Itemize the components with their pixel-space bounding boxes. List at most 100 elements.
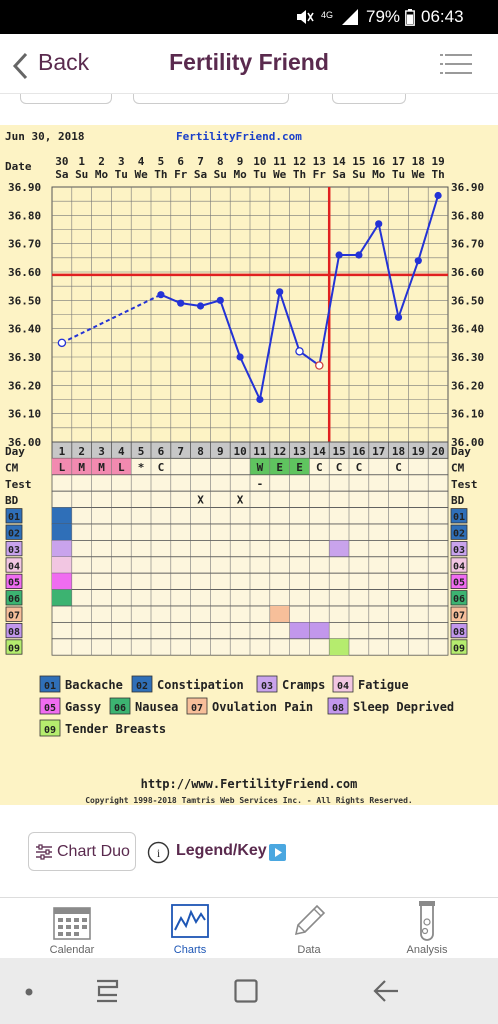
row-label-test-right: Test <box>451 478 478 491</box>
temp-point <box>196 302 205 310</box>
y-tick-label-left: 36.70 <box>8 238 41 251</box>
day-number: 5 <box>138 445 145 458</box>
temp-point <box>394 313 403 321</box>
y-tick-label-left: 36.60 <box>8 266 41 279</box>
day-number: 11 <box>253 445 267 458</box>
row-label-day-right: Day <box>451 445 471 458</box>
home-icon[interactable] <box>234 979 258 1003</box>
legend-label: Sleep Deprived <box>353 700 454 714</box>
weekday-label: Su <box>75 168 88 181</box>
legend-swatch <box>131 675 153 693</box>
weekday-label: Fr <box>313 168 327 181</box>
back-nav-icon[interactable] <box>373 978 399 1004</box>
temp-point <box>157 291 165 299</box>
temp-point <box>355 251 363 259</box>
cm-value: E <box>296 461 303 474</box>
cm-value: C <box>158 461 165 474</box>
bd-value: X <box>237 494 244 507</box>
legend-swatch <box>39 675 61 693</box>
symptom-code-right: 06 <box>453 594 465 605</box>
symptom-code: 06 <box>8 594 20 605</box>
cm-cell-fill <box>52 458 72 475</box>
temp-line-segment <box>61 293 162 344</box>
temp-line-segment <box>239 356 261 400</box>
weekday-label: We <box>412 168 426 181</box>
recent-apps-icon[interactable] <box>93 978 121 1004</box>
day-number: 8 <box>197 445 204 458</box>
day-number: 19 <box>412 445 425 458</box>
symptom-code-badge <box>5 606 23 622</box>
partial-control-right[interactable] <box>332 94 406 104</box>
cm-cell-fill <box>289 458 310 475</box>
symptom-cell <box>52 589 72 606</box>
day-number: 1 <box>59 445 66 458</box>
legend-key-button[interactable]: i Legend/Key <box>147 840 287 864</box>
back-chevron-icon[interactable] <box>11 52 29 80</box>
partial-control-middle[interactable] <box>133 94 289 104</box>
weekday-label: Tu <box>253 168 266 181</box>
sliders-icon <box>36 844 52 860</box>
symptom-code-right: 04 <box>453 561 465 572</box>
nav-calendar[interactable]: Calendar <box>17 898 127 959</box>
nav-analysis[interactable]: Analysis <box>372 898 482 959</box>
chart-duo-button[interactable]: Chart Duo <box>28 832 136 871</box>
temp-point <box>434 191 442 200</box>
nav-charts[interactable]: Charts <box>135 898 245 959</box>
nav-data[interactable]: Data <box>254 898 364 959</box>
day-number: 18 <box>392 445 405 458</box>
weekday-label: Su <box>214 168 227 181</box>
nav-calendar-label: Calendar <box>49 944 95 956</box>
dot-icon[interactable] <box>25 988 33 996</box>
fertility-chart[interactable]: Jun 30, 2018 FertilityFriend.com Date 30 1 2 3… <box>0 125 498 805</box>
app-bar: Back Fertility Friend <box>0 34 498 94</box>
day-number: 9 <box>217 445 224 458</box>
date-number: 16 <box>372 155 386 168</box>
cm-value: * <box>138 461 145 474</box>
cm-value: W <box>257 461 264 474</box>
symptom-code-badge-right <box>450 639 468 655</box>
symptom-cell <box>309 622 330 639</box>
cm-value: C <box>395 461 402 474</box>
legend-label: Ovulation Pain <box>212 700 313 714</box>
partial-control-left[interactable] <box>20 94 112 104</box>
legend-code: 04 <box>337 681 349 692</box>
weekday-label: Su <box>352 168 365 181</box>
symptom-code-badge <box>5 622 23 639</box>
symptom-code-right: 05 <box>453 578 465 589</box>
nav-charts-label: Charts <box>173 944 207 956</box>
legend-swatch <box>39 697 61 715</box>
legend-label: Tender Breasts <box>65 722 166 736</box>
symptom-code-right: 03 <box>453 545 465 556</box>
back-button[interactable]: Back <box>38 49 90 75</box>
y-tick-label-left: 36.90 <box>8 181 41 194</box>
cm-value: L <box>59 461 66 474</box>
weekday-label: We <box>273 168 287 181</box>
temp-line-segment <box>397 260 420 318</box>
bd-value: X <box>197 494 204 507</box>
temp-line-segment <box>417 195 440 261</box>
menu-icon[interactable] <box>440 53 472 75</box>
date-number: 9 <box>237 155 244 168</box>
date-number: 1 <box>78 155 85 168</box>
legend-code: 09 <box>44 725 56 736</box>
test-value: - <box>257 477 264 490</box>
temp-point <box>236 353 244 361</box>
temp-point <box>256 395 264 404</box>
date-number: 4 <box>138 155 145 168</box>
legend-label: Backache <box>65 678 123 692</box>
cm-cell-fill <box>111 458 132 475</box>
date-number: 2 <box>98 155 105 168</box>
legend-code: 02 <box>136 681 148 692</box>
y-tick-label-right: 36.10 <box>451 408 484 421</box>
symptom-cell <box>52 556 72 574</box>
legend-code: 07 <box>191 703 203 714</box>
day-number: 17 <box>372 445 385 458</box>
symptom-code: 05 <box>8 578 20 589</box>
weekday-label: Sa <box>332 168 345 181</box>
temp-point-open <box>295 347 304 356</box>
symptom-code: 09 <box>8 643 20 654</box>
symptom-code-badge-right <box>450 524 468 540</box>
date-number: 17 <box>392 155 405 168</box>
battery-icon <box>405 9 415 26</box>
battery-percent: 79% <box>366 7 401 26</box>
